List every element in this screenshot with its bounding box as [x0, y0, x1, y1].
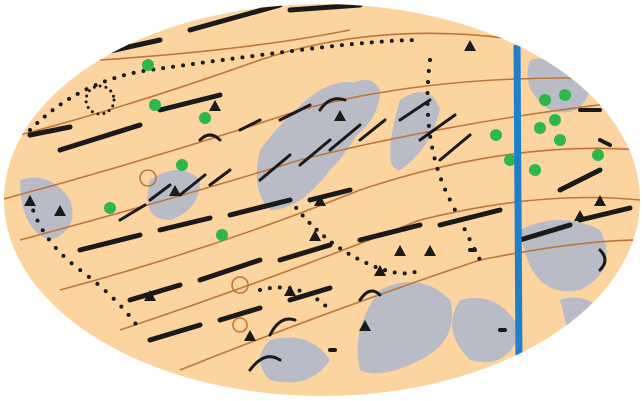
map-feature: [554, 134, 566, 146]
map-feature: [357, 282, 452, 374]
map-feature: [198, 97, 347, 142]
map-feature: [390, 92, 440, 170]
map-feature: [549, 114, 561, 126]
map-feature: [560, 297, 610, 343]
map-feature: [57, 92, 223, 153]
map-feature: [534, 122, 546, 134]
map-feature: [176, 159, 188, 171]
map-feature: [27, 124, 73, 138]
map-feature: [559, 89, 571, 101]
map-feature: [28, 38, 422, 132]
map-feature: [77, 187, 353, 253]
map-feature: [598, 248, 607, 272]
map-feature: [504, 154, 516, 166]
map-feature: [232, 317, 248, 333]
map-feature: [127, 207, 503, 303]
boundary-line: [513, 44, 523, 361]
map-feature: [179, 239, 640, 371]
map-feature: [517, 167, 633, 243]
map-feature: [99, 29, 351, 61]
map-feature: [20, 177, 73, 240]
map-feature: [142, 59, 154, 71]
map-feature: [398, 98, 472, 162]
map-feature: [104, 202, 116, 214]
map-feature: [452, 298, 520, 362]
map-feature: [258, 118, 387, 182]
map-feature: [258, 285, 332, 312]
dot-lines: [28, 38, 612, 352]
map-feature: [84, 84, 116, 116]
map-feature: [28, 198, 142, 332]
map-feature: [59, 147, 640, 291]
map-feature: [149, 99, 161, 111]
map-feature: [119, 196, 640, 331]
map-feature: [328, 108, 612, 352]
map-feature: [4, 32, 521, 141]
map-feature: [19, 99, 640, 241]
map-feature: [288, 198, 422, 276]
map-feature: [216, 229, 228, 241]
vegetation-dots: [104, 59, 604, 241]
map-feature: [260, 337, 330, 383]
map-feature: [248, 289, 382, 372]
map-feature: [231, 276, 249, 294]
black-cliffs: [27, 4, 633, 372]
map-feature: [425, 58, 482, 262]
map-feature: [520, 220, 607, 292]
map-feature: [529, 164, 541, 176]
map-feature: [139, 169, 157, 187]
map-feature: [592, 149, 604, 161]
map-feature: [118, 168, 232, 222]
map-feature: [539, 94, 551, 106]
map-feature: [490, 129, 502, 141]
map-feature: [199, 112, 211, 124]
